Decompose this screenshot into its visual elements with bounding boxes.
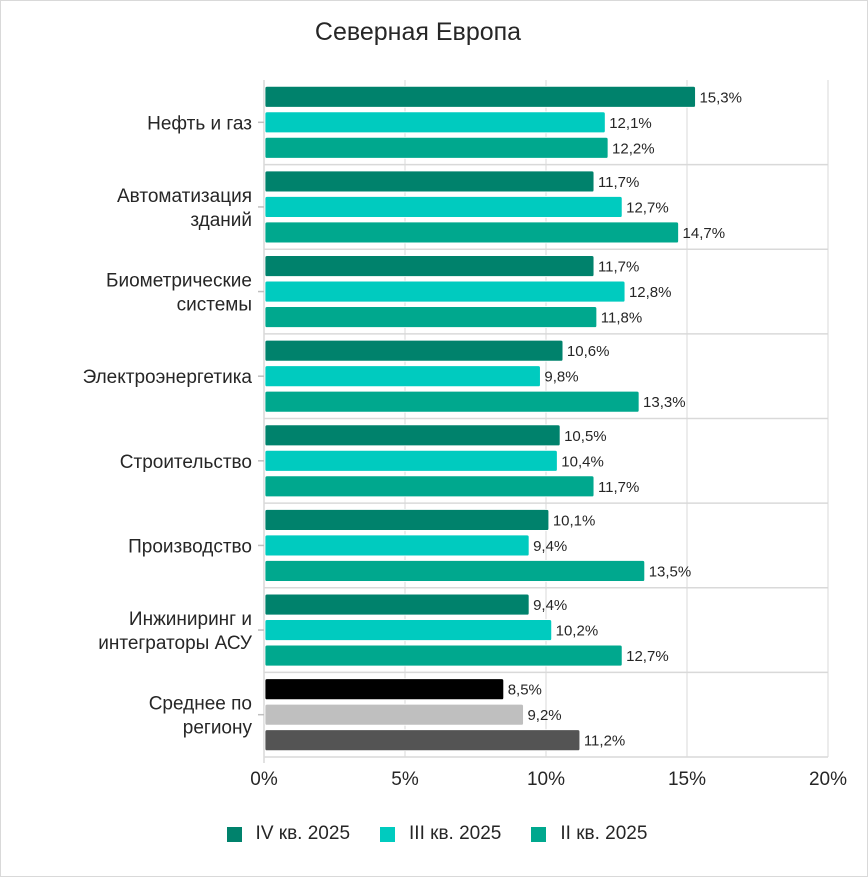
value-label-4-2: 11,7% (598, 479, 639, 496)
bar-0-1 (264, 111, 606, 134)
bar-7-2 (264, 729, 581, 752)
legend-label: III кв. 2025 (409, 823, 502, 844)
x-tick-label-4: 20% (809, 769, 847, 790)
legend-swatch-icon (531, 826, 547, 842)
bar-7-0 (264, 678, 505, 701)
legend-swatch-icon (380, 826, 396, 842)
bars: 15,3% 12,1% 12,2% 11,7% 12,7% 14,7% 11,7% 12,8%… (264, 85, 742, 752)
value-label-6-1: 10,2% (556, 623, 599, 640)
bar-6-0 (264, 593, 530, 616)
bar-1-1 (264, 196, 623, 218)
value-label-5-0: 10,1% (553, 512, 596, 529)
legend-item-0[interactable]: IV кв. 2025 (226, 823, 351, 845)
value-label-7-2: 11,2% (584, 733, 625, 750)
x-axis-ticks: 0% 5% 10% 15% 20% (250, 769, 847, 790)
x-tick-label-0: 0% (250, 769, 278, 790)
value-label-4-0: 10,5% (564, 428, 607, 445)
value-label-1-1: 12,7% (626, 199, 669, 216)
value-label-7-0: 8,5% (508, 682, 542, 699)
bar-7-1 (264, 703, 524, 726)
category-label-6: интеграторы АСУ (98, 633, 253, 654)
category-label-0: Нефть и газ (147, 113, 252, 134)
legend-label: IV кв. 2025 (255, 823, 351, 844)
bar-1-0 (264, 170, 595, 193)
value-label-2-0: 11,7% (598, 259, 639, 276)
value-label-1-0: 11,7% (598, 174, 639, 191)
bar-4-1 (264, 449, 558, 472)
bar-3-0 (264, 339, 564, 362)
value-label-0-1: 12,1% (609, 115, 652, 132)
bar-4-2 (264, 475, 595, 498)
category-label-4: Строительство (120, 452, 252, 473)
bar-5-2 (264, 560, 646, 582)
value-label-1-2: 14,7% (683, 225, 726, 242)
value-label-6-2: 12,7% (626, 648, 669, 665)
category-label-1: Автоматизация (117, 186, 252, 207)
value-label-2-1: 12,8% (629, 284, 672, 301)
category-label-5: Производство (128, 536, 252, 557)
category-label-3: Электроэнергетика (83, 367, 253, 388)
bar-4-0 (264, 424, 561, 447)
category-label-7: Среднее по (149, 694, 252, 715)
value-label-5-2: 13,5% (649, 563, 692, 580)
bar-0-0 (264, 85, 696, 108)
x-tick-label-2: 10% (527, 769, 565, 790)
category-label-2: Биометрические (106, 271, 252, 292)
bar-6-1 (264, 619, 553, 641)
category-labels: Нефть и газ Автоматизация зданий Биометриче… (83, 113, 264, 739)
value-label-7-1: 9,2% (527, 707, 561, 724)
legend: IV кв. 2025 III кв. 2025 II кв. 2025 (0, 823, 868, 845)
bar-3-2 (264, 390, 640, 413)
legend-swatch-icon (226, 826, 242, 842)
bar-1-2 (264, 221, 679, 244)
bar-2-0 (264, 255, 595, 277)
category-label-6: Инжиниринг и (129, 609, 252, 630)
value-label-3-0: 10,6% (567, 343, 610, 360)
x-tick-label-1: 5% (391, 769, 419, 790)
value-label-3-2: 13,3% (643, 394, 686, 411)
bar-6-2 (264, 644, 623, 667)
bar-0-2 (264, 136, 609, 159)
bar-5-0 (264, 509, 550, 531)
bar-2-1 (264, 280, 626, 303)
value-label-0-0: 15,3% (699, 89, 742, 106)
category-label-7: региону (183, 718, 253, 739)
chart-title: Северная Европа (314, 18, 522, 46)
value-label-5-1: 9,4% (533, 538, 567, 555)
x-tick-label-3: 15% (668, 769, 706, 790)
value-label-3-1: 9,8% (544, 369, 578, 386)
category-label-1: зданий (190, 210, 252, 231)
gridlines (263, 80, 829, 763)
legend-item-2[interactable]: II кв. 2025 (531, 823, 647, 845)
value-label-2-2: 11,8% (601, 310, 642, 327)
legend-item-1[interactable]: III кв. 2025 (380, 823, 501, 845)
bar-2-2 (264, 306, 598, 328)
value-label-0-2: 12,2% (612, 140, 655, 157)
bar-3-1 (264, 365, 541, 388)
legend-label: II кв. 2025 (560, 823, 648, 844)
bar-5-1 (264, 534, 530, 557)
value-label-6-0: 9,4% (533, 597, 567, 614)
category-label-2: системы (177, 295, 252, 316)
value-label-4-1: 10,4% (561, 453, 604, 470)
